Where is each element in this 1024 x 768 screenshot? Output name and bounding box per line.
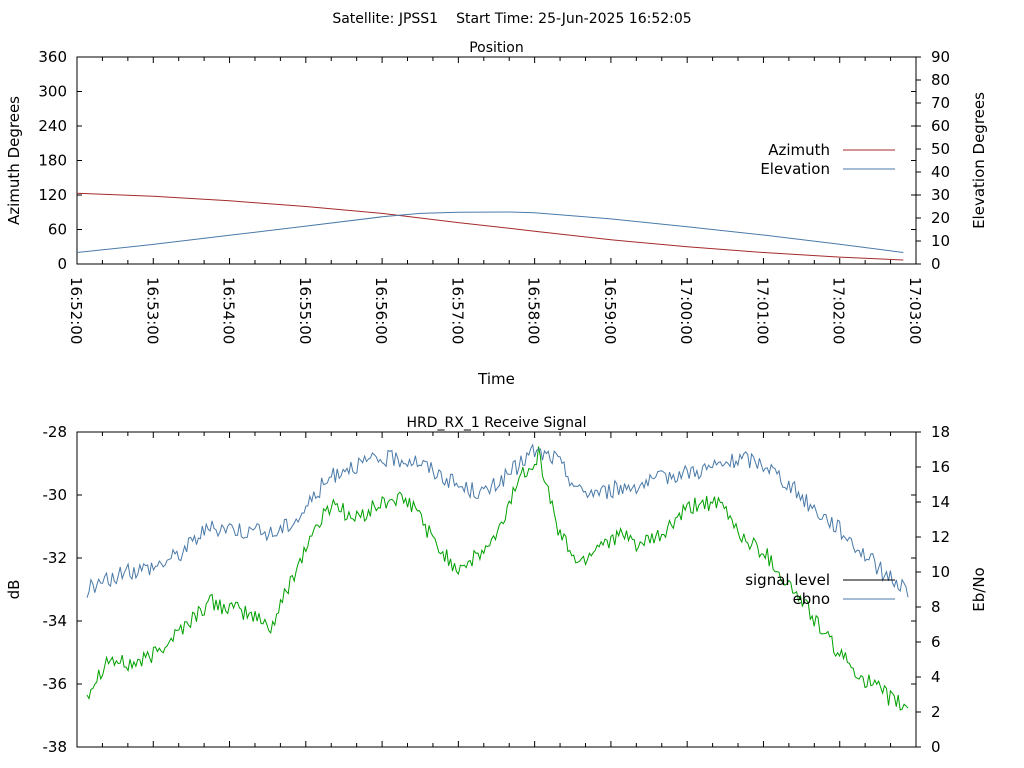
x-tick-label: 16:56:00	[372, 277, 390, 344]
series-line-signal-level	[86, 446, 909, 711]
start-time-label: Start Time: 25-Jun-2025 16:52:05	[456, 11, 692, 27]
y-tick-label: 240	[38, 117, 67, 135]
y-tick-label: -32	[43, 549, 68, 567]
plot-frame	[76, 431, 917, 748]
y-tick-label: 360	[38, 48, 67, 66]
y2-tick-label: 8	[931, 598, 941, 616]
y-axis-label: Azimuth Degrees	[5, 96, 23, 225]
y-tick-label: 300	[38, 83, 67, 101]
x-tick-label: 16:59:00	[601, 277, 619, 344]
x-axis-label: Time	[477, 370, 515, 388]
y2-tick-label: 50	[931, 140, 950, 158]
x-tick-label: 17:01:00	[753, 277, 771, 344]
y-tick-label: -36	[43, 675, 68, 693]
x-tick-label: 17:03:00	[906, 277, 924, 344]
y-tick-label: 180	[38, 152, 67, 170]
y-tick-label: -34	[43, 612, 68, 630]
x-tick-label: 16:55:00	[296, 277, 314, 344]
series-line-ebno	[86, 443, 909, 598]
y2-tick-label: 80	[931, 71, 950, 89]
y2-tick-label: 20	[931, 209, 950, 227]
legend-label: signal level	[745, 571, 830, 589]
y2-tick-label: 10	[931, 563, 950, 581]
y-axis-label: dB	[5, 580, 23, 600]
legend-label: Elevation	[760, 160, 830, 178]
chart-title: Position	[469, 40, 524, 56]
y2-tick-label: 60	[931, 117, 950, 135]
x-tick-label: 17:00:00	[677, 277, 695, 344]
legend-label: Azimuth	[768, 141, 830, 159]
y2-tick-label: 0	[931, 255, 941, 273]
position-chart: Position 0 60 120 180 240 300 360 0 10 20 30 40 50 60 7…	[5, 40, 988, 388]
y-tick-label: -28	[43, 423, 68, 441]
y2-tick-label: 30	[931, 186, 950, 204]
legend-label: ebno	[793, 590, 830, 608]
y2-tick-label: 16	[931, 458, 950, 476]
y-tick-label: 60	[48, 221, 67, 239]
x-tick-label: 17:02:00	[830, 277, 848, 344]
y2-tick-label: 12	[931, 528, 950, 546]
receive-signal-chart: HRD_RX_1 Receive Signal -38 -36 -34 -32 -30 -2…	[5, 415, 988, 756]
y2-axis-label: Eb/No	[970, 567, 988, 611]
y2-axis-label: Elevation Degrees	[970, 92, 988, 229]
y2-tick-label: 4	[931, 668, 941, 686]
y-tick-label: 120	[38, 186, 67, 204]
y2-tick-label: 10	[931, 232, 950, 250]
y2-tick-label: 14	[931, 493, 950, 511]
y2-tick-label: 40	[931, 163, 950, 181]
y2-tick-label: 90	[931, 48, 950, 66]
chart-header: Satellite: JPSS1 Start Time: 25-Jun-2025 …	[332, 11, 691, 27]
y2-tick-label: 18	[931, 423, 950, 441]
satellite-label: Satellite: JPSS1	[332, 11, 438, 27]
y-tick-label: -38	[43, 738, 68, 756]
chart-title: HRD_RX_1 Receive Signal	[407, 415, 587, 431]
x-tick-label: 16:53:00	[143, 277, 161, 344]
series-line-elevation	[76, 211, 904, 253]
y-tick-label: -30	[43, 486, 68, 504]
y2-tick-label: 6	[931, 633, 941, 651]
series-line-azimuth	[76, 192, 904, 261]
x-tick-label: 16:52:00	[67, 277, 85, 344]
x-tick-label: 16:58:00	[525, 277, 543, 344]
y2-tick-label: 0	[931, 738, 941, 756]
x-tick-label: 16:54:00	[220, 277, 238, 344]
y2-tick-label: 70	[931, 94, 950, 112]
x-tick-label: 16:57:00	[448, 277, 466, 344]
y2-tick-label: 2	[931, 703, 941, 721]
y-tick-label: 0	[57, 255, 67, 273]
